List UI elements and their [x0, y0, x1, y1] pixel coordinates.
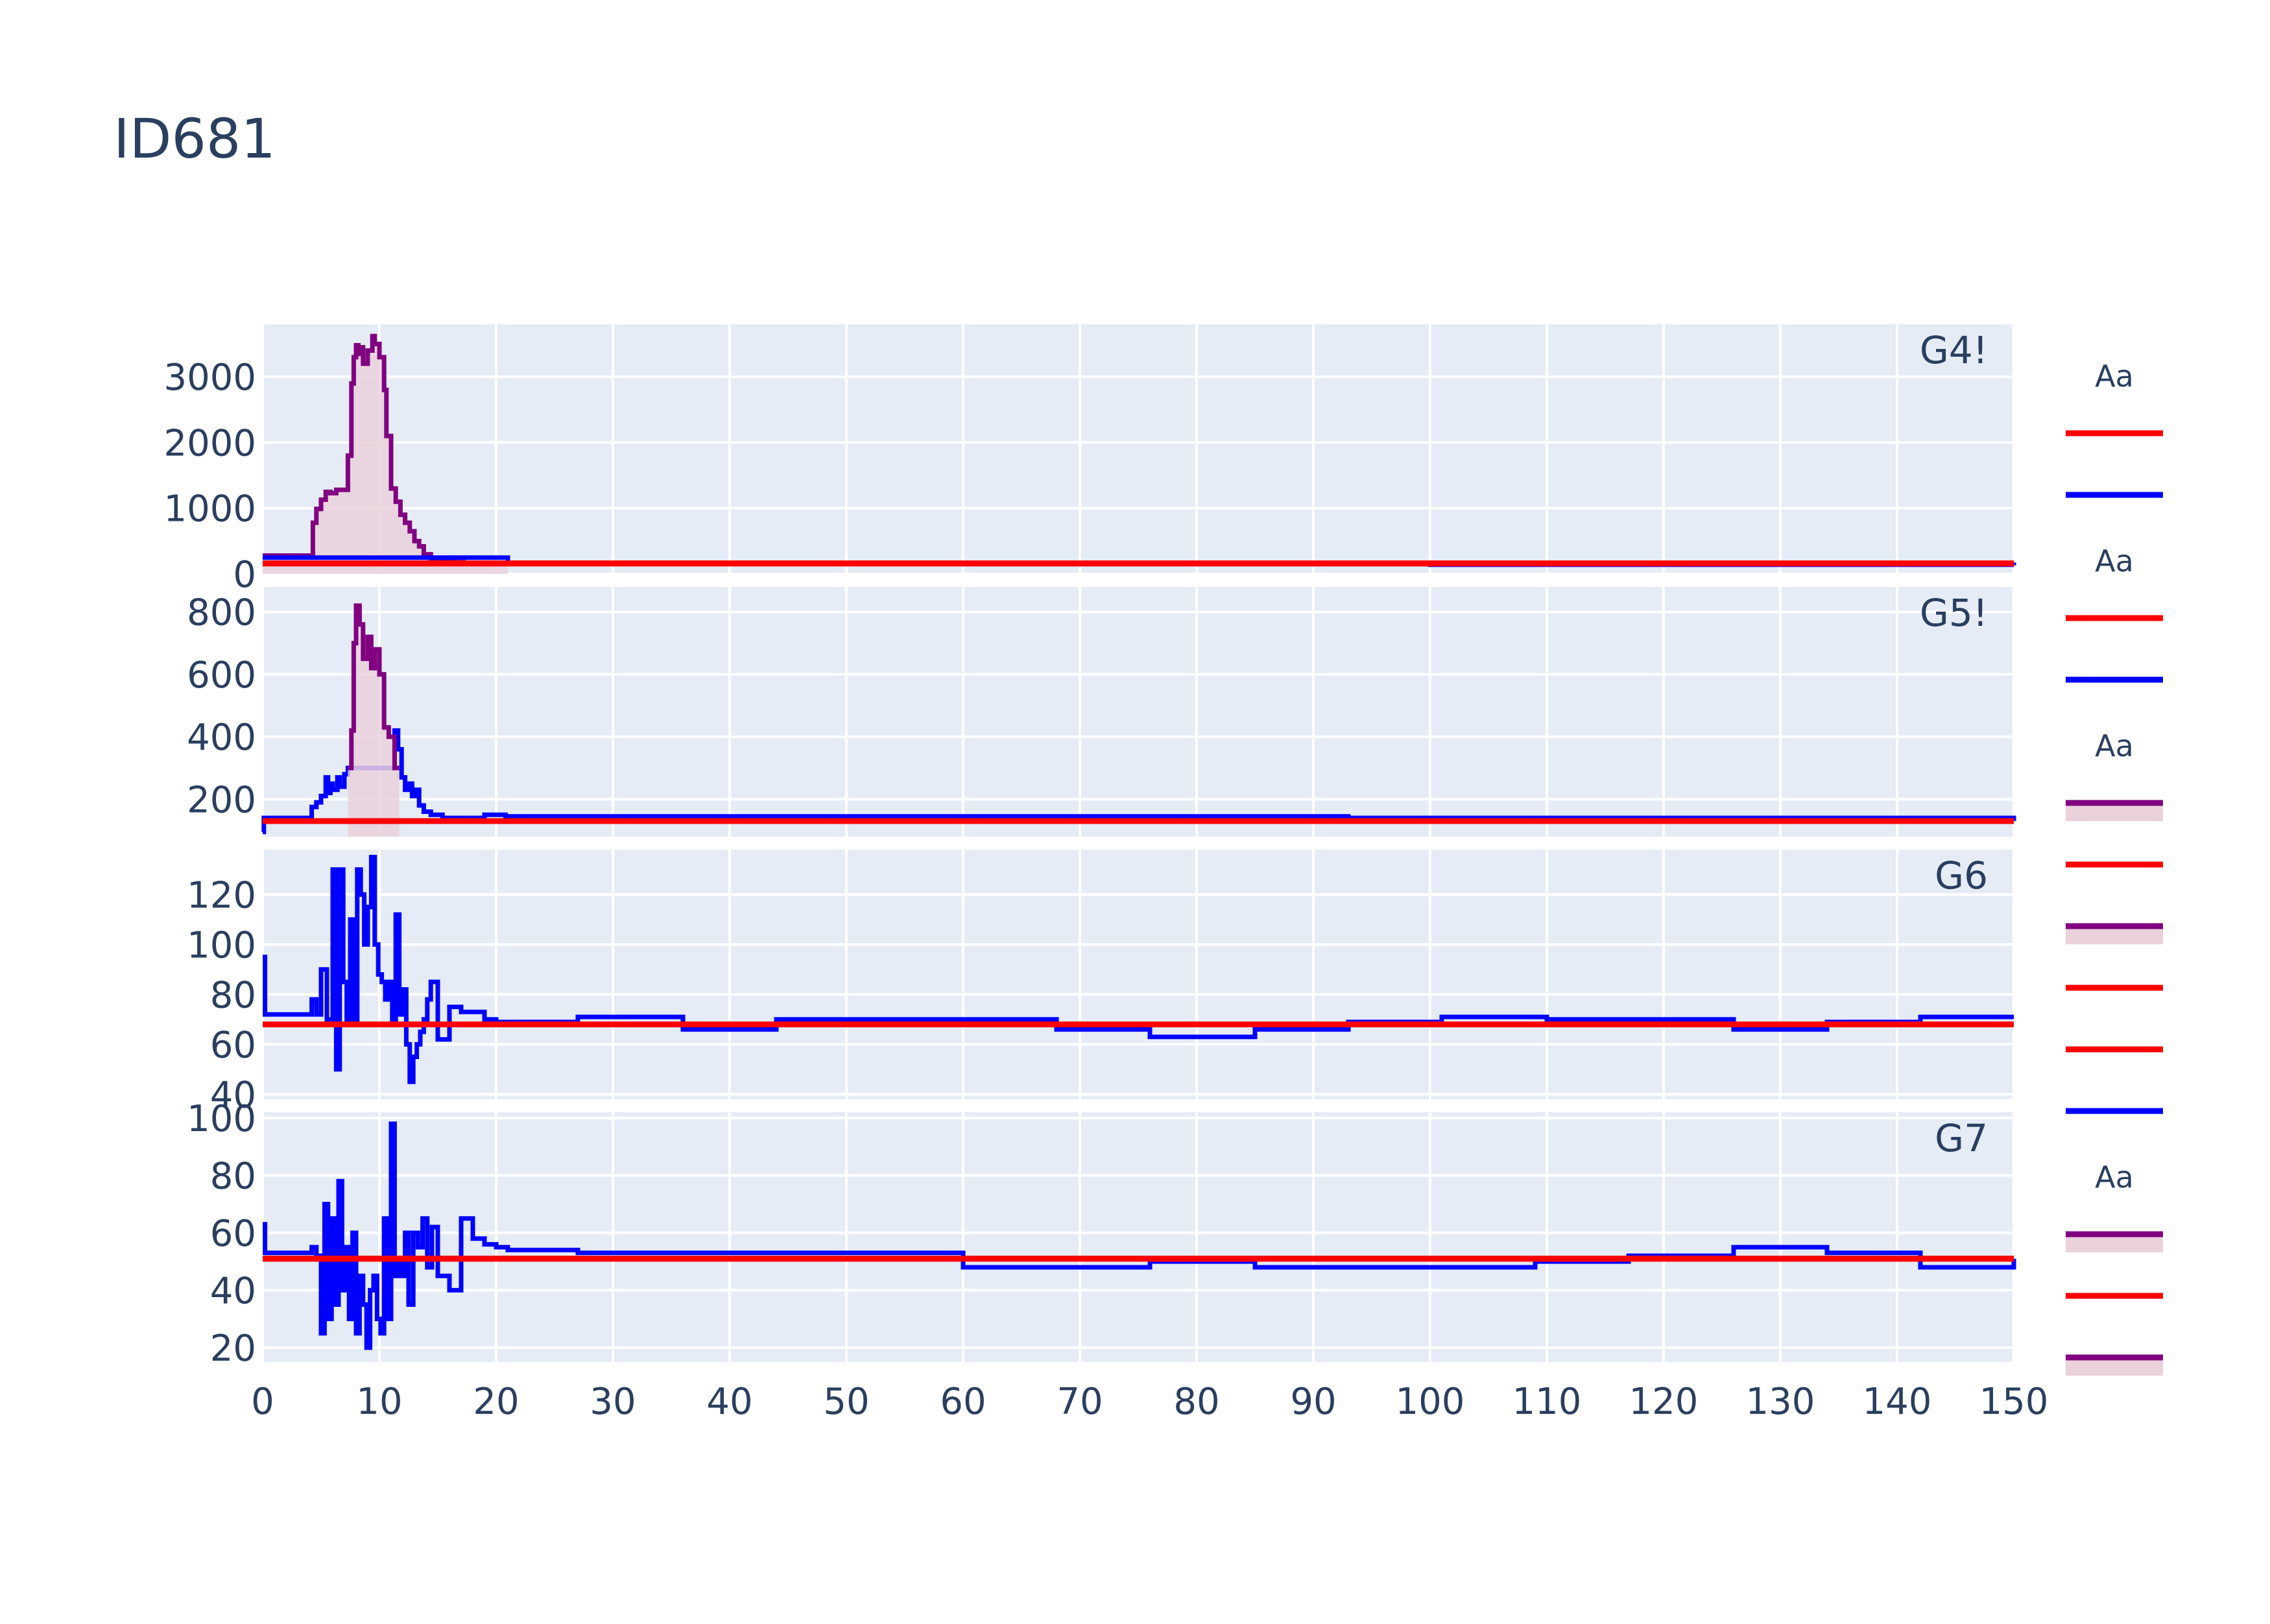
- x-tick-label: 60: [940, 1381, 986, 1423]
- series-group: [263, 855, 2014, 1084]
- plot-background: [263, 324, 2014, 574]
- legend-group: Aa: [2066, 543, 2163, 683]
- legend-group: Aa: [2066, 1160, 2163, 1376]
- x-tick-label: 150: [1979, 1381, 2049, 1423]
- x-tick-label: 80: [1173, 1381, 1219, 1423]
- y-tick-label: 800: [187, 592, 256, 634]
- panel-1: 0 1000 2000 3000 G4!: [163, 324, 2016, 596]
- y-tick-label: 60: [210, 1213, 256, 1255]
- panel-annotation: G5!: [1920, 591, 1988, 635]
- panel-annotation: G4!: [1920, 328, 1988, 372]
- y-tick-label: 40: [210, 1270, 256, 1312]
- x-tick-label: 140: [1863, 1381, 1932, 1423]
- panel-4: 20 40 60 80 100 G7: [187, 1098, 2016, 1370]
- y-tick-label: 2000: [163, 422, 256, 464]
- x-tick-label: 110: [1512, 1381, 1582, 1423]
- x-tick-label: 90: [1290, 1381, 1336, 1423]
- series-group: [261, 603, 2016, 837]
- area-outline: [348, 603, 400, 770]
- legend-swatch-fill: [2066, 926, 2163, 944]
- legend-group-title: Aa: [2095, 728, 2134, 763]
- y-tick-label: 60: [210, 1024, 256, 1066]
- plot-background: [263, 587, 2014, 837]
- panel-annotation: G6: [1935, 854, 1988, 898]
- area-fill: [263, 336, 508, 574]
- series-group: [263, 1121, 2016, 1350]
- legend-group-title: Aa: [2095, 359, 2134, 394]
- y-tick-label: 3000: [163, 357, 256, 399]
- area-fill: [348, 605, 400, 837]
- x-tick-label: 30: [590, 1381, 636, 1423]
- x-tick-label: 100: [1396, 1381, 1465, 1423]
- plot-background: [263, 850, 2014, 1099]
- panel-2: 200 400 600 800 G5!: [187, 587, 2016, 837]
- legend-swatch-fill: [2066, 803, 2163, 821]
- panel-3: 40 60 80 100 120 G6: [187, 850, 2015, 1116]
- x-tick-label: 40: [706, 1381, 752, 1423]
- y-tick-label: 80: [210, 974, 256, 1016]
- y-tick-label: 200: [187, 779, 256, 821]
- x-tick-label: 120: [1629, 1381, 1699, 1423]
- y-tick-label: 1000: [163, 488, 256, 531]
- x-tick-label: 20: [473, 1381, 519, 1423]
- step-series: [261, 728, 2016, 835]
- legend-group-title: Aa: [2095, 1160, 2134, 1195]
- legend-group: Aa: [2066, 359, 2163, 498]
- legend-swatch-fill: [2066, 1357, 2163, 1376]
- legend-group-title: Aa: [2095, 543, 2134, 579]
- y-tick-label: 600: [187, 654, 256, 697]
- legend-swatch-fill: [2066, 1234, 2163, 1252]
- x-tick-label: 70: [1057, 1381, 1103, 1423]
- chart-title: ID681: [114, 107, 276, 171]
- plot-background: [263, 1112, 2014, 1362]
- x-tick-label: 0: [251, 1381, 274, 1423]
- y-tick-label: 100: [187, 1098, 256, 1140]
- y-tick-label: 100: [187, 924, 256, 966]
- x-tick-label: 130: [1746, 1381, 1815, 1423]
- y-tick-label: 80: [210, 1155, 256, 1197]
- x-tick-label: 50: [823, 1381, 869, 1423]
- area-outline: [263, 333, 508, 566]
- legend-group: Aa: [2066, 728, 2163, 1114]
- y-tick-label: 40: [210, 1074, 256, 1116]
- y-tick-label: 0: [233, 554, 256, 596]
- series-group: [263, 333, 2016, 574]
- y-tick-label: 400: [187, 717, 256, 759]
- panel-annotation: G7: [1935, 1116, 1988, 1160]
- y-tick-label: 120: [187, 874, 256, 916]
- x-tick-label: 10: [356, 1381, 402, 1423]
- y-tick-label: 20: [210, 1328, 256, 1370]
